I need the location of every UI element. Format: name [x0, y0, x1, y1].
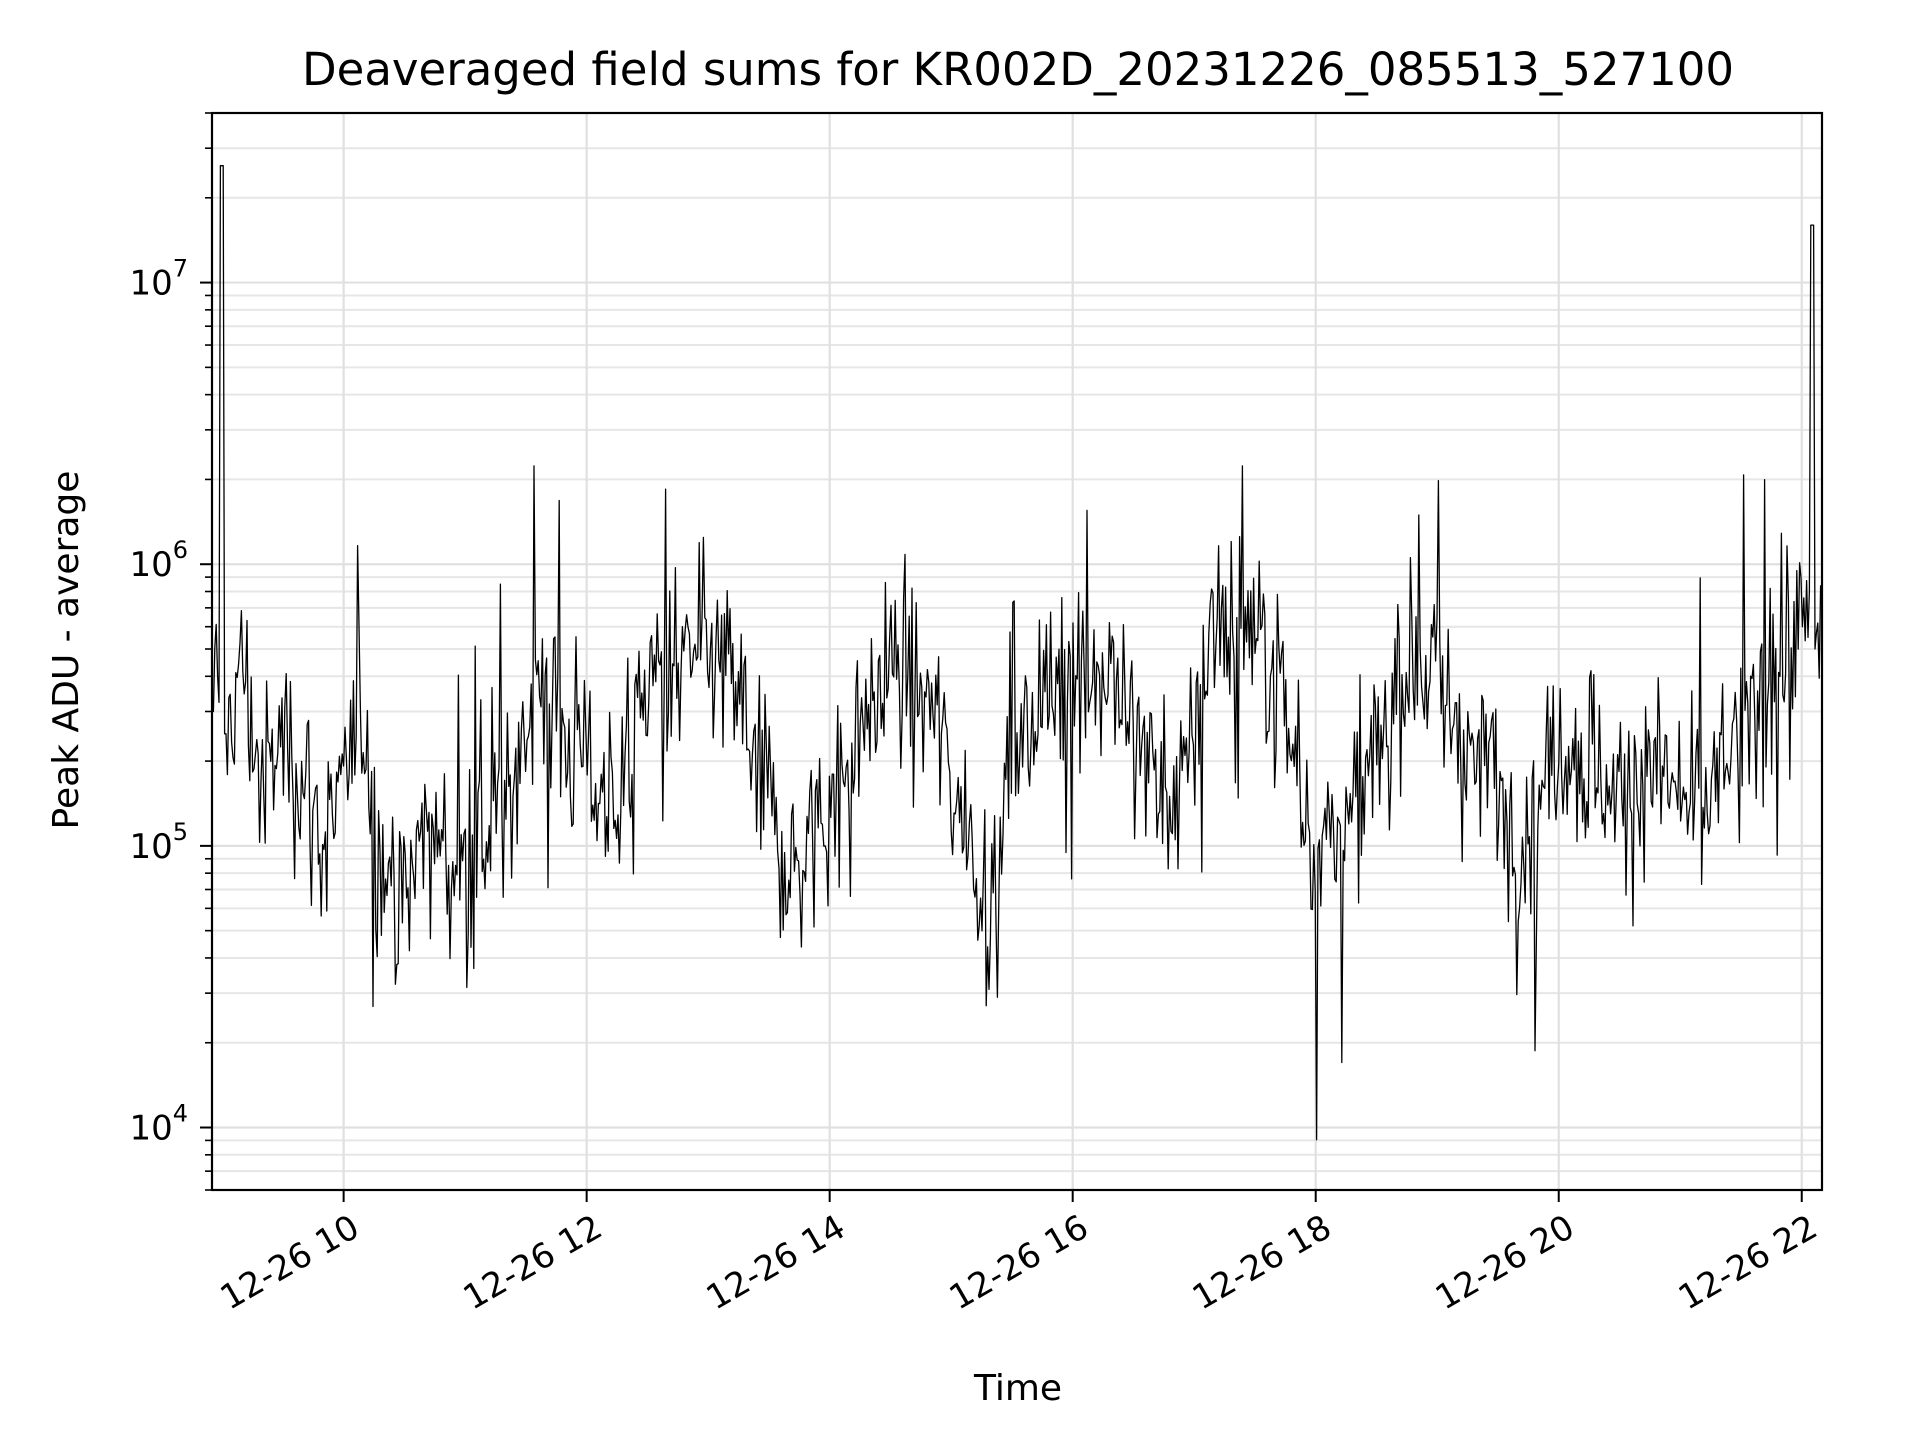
series-line — [212, 165, 1822, 1141]
y-tick-label-exponent: 6 — [173, 536, 188, 564]
y-tick-label-exponent: 7 — [173, 255, 188, 283]
y-tick-label: 107 — [129, 255, 188, 304]
y-tick-label-base: 10 — [129, 827, 172, 867]
chart-title: Deaveraged field sums for KR002D_2023122… — [302, 43, 1734, 96]
x-axis-label: Time — [973, 1368, 1062, 1409]
y-axis-label: Peak ADU - average — [46, 471, 87, 830]
y-tick-label-base: 10 — [129, 1109, 172, 1149]
series-layer — [212, 165, 1822, 1141]
y-tick-label-exponent: 4 — [173, 1100, 188, 1128]
y-tick-label-exponent: 5 — [173, 818, 188, 846]
y-tick-label-base: 10 — [129, 264, 172, 304]
y-tick-label: 104 — [129, 1100, 188, 1149]
y-tick-label: 106 — [129, 536, 188, 585]
y-tick-label-base: 10 — [129, 545, 172, 585]
plot-frame — [210, 111, 1824, 1192]
y-tick-label: 105 — [129, 818, 188, 867]
